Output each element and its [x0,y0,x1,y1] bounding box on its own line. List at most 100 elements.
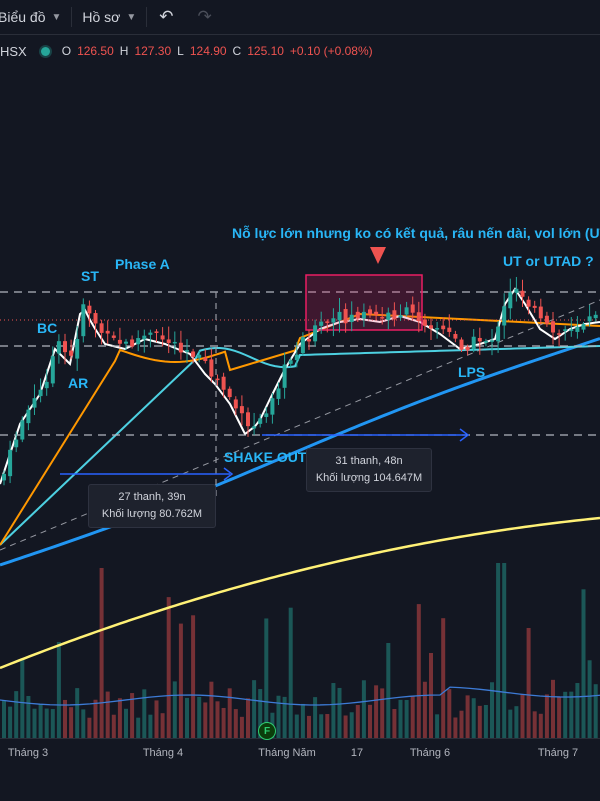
volume-bar [142,689,147,738]
chevron-down-icon: ▼ [51,11,62,23]
volume-bar [581,589,586,738]
price-chart[interactable] [0,62,600,738]
candle-body [496,326,501,342]
high-value: 127.30 [134,44,172,58]
volume-bar [557,696,562,738]
financials-event-icon[interactable]: F [258,722,276,740]
candle-body [300,337,305,354]
candle-body [20,420,25,440]
volume-bar [56,642,61,738]
candle-body [368,309,372,315]
annotation-bc: BC [37,320,58,336]
volume-bar [337,687,342,738]
annotation-shake-out: SHAKE OUT [224,449,307,465]
candle-body [398,315,403,318]
volume-bar [215,701,220,738]
candle-body [69,350,74,356]
candle-body [282,364,287,388]
candle-body [203,357,208,362]
candle-body [136,338,141,345]
undo-icon[interactable]: ↶ [159,7,174,26]
low-key: L [177,44,184,58]
chart-menu[interactable]: Biểu đồ ▼ [0,9,71,25]
candle-body [2,473,6,481]
volume-bars [0,563,600,738]
measure-volume: Khối lượng 80.762M [101,508,203,520]
open-key: O [61,44,72,58]
annotation-lps: LPS [458,364,486,380]
volume-bar [380,688,385,738]
candle-body [124,341,128,344]
candle-body [185,350,189,352]
candle-body [63,341,67,353]
volume-bar [81,709,86,738]
volume-bar [178,623,183,738]
candle-body [557,333,562,335]
candle-body [178,342,183,353]
candle-body [258,418,263,424]
volume-bar [154,700,159,738]
volume-bar [26,695,31,738]
volume-bar [300,703,305,738]
candle-body [483,341,488,343]
candle-body [447,327,452,332]
candle-body [246,412,250,427]
x-tick-label: Tháng 4 [142,747,184,759]
annotation-phase-a: Phase A [115,256,170,272]
volume-bar [422,681,427,738]
volume-bar [69,707,74,738]
measure-volume: Khối lượng 104.647M [315,472,423,484]
volume-bar [569,691,574,738]
candle-body [563,329,568,332]
candle-body [44,381,49,389]
candle-body [538,306,543,319]
candle-body [569,329,574,332]
volume-bar [117,698,122,738]
volume-bar [325,714,330,738]
candle-body [422,319,427,326]
candle-body [270,398,275,415]
ma-fast-line [0,287,600,485]
close-value: 125.10 [247,44,284,58]
ma-yellow-line [0,516,600,670]
candle-body [471,336,476,350]
candle-body [227,388,232,398]
volume-bar [441,618,446,738]
moving-averages [0,287,600,670]
candle-body [392,310,397,320]
candle-body [252,426,257,429]
measure-bars: 27 thanh, 39n [118,491,186,503]
candle-body [404,307,409,315]
volume-bar [191,615,196,738]
candle-body [331,318,336,323]
volume-bar [447,689,452,738]
candle-body [38,389,43,397]
volume-bar [520,694,525,738]
arrow-head [459,428,470,442]
volume-bar [172,681,177,738]
volume-bar [392,709,397,738]
market-status-icon [40,46,50,56]
candle-body [337,311,342,321]
volume-bar [130,693,135,738]
profile-menu-label: Hồ sơ [82,9,121,25]
volume-bar [233,709,238,738]
volume-bar [105,691,110,738]
volume-bar [490,682,494,738]
toolbar-divider [146,7,148,27]
volume-bar [288,607,293,738]
drawing-guides [0,247,600,551]
x-tick-label: Tháng 6 [409,747,451,759]
measure-bars: 31 thanh, 48n [335,455,403,467]
candle-body [8,449,13,477]
annotation-st: ST [81,268,99,284]
candle-body [477,337,482,342]
profile-menu[interactable]: Hồ sơ ▼ [72,9,146,25]
volume-ma-line [0,686,600,706]
candle-body [307,339,311,342]
volume-bar [99,568,104,738]
redo-icon[interactable]: ↷ [197,7,212,26]
candle-body [349,314,354,323]
volume-bar [538,713,543,738]
toolbar-divider [71,7,73,27]
